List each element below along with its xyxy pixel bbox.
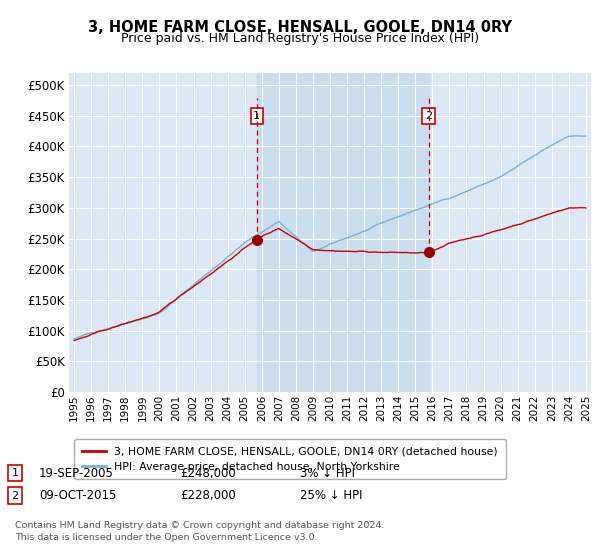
Text: 2: 2 <box>11 491 19 501</box>
Text: 25% ↓ HPI: 25% ↓ HPI <box>300 489 362 502</box>
Text: 19-SEP-2005: 19-SEP-2005 <box>39 466 114 480</box>
Text: £248,000: £248,000 <box>180 466 236 480</box>
Text: £228,000: £228,000 <box>180 489 236 502</box>
Text: 1: 1 <box>11 468 19 478</box>
Text: 1: 1 <box>253 111 260 121</box>
Text: Price paid vs. HM Land Registry's House Price Index (HPI): Price paid vs. HM Land Registry's House … <box>121 32 479 45</box>
Legend: 3, HOME FARM CLOSE, HENSALL, GOOLE, DN14 0RY (detached house), HPI: Average pric: 3, HOME FARM CLOSE, HENSALL, GOOLE, DN14… <box>74 439 506 479</box>
Bar <box>257 73 429 392</box>
Text: 3% ↓ HPI: 3% ↓ HPI <box>300 466 355 480</box>
Text: 09-OCT-2015: 09-OCT-2015 <box>39 489 116 502</box>
Text: 3, HOME FARM CLOSE, HENSALL, GOOLE, DN14 0RY: 3, HOME FARM CLOSE, HENSALL, GOOLE, DN14… <box>88 20 512 35</box>
Text: 2: 2 <box>425 111 433 121</box>
Text: Contains HM Land Registry data © Crown copyright and database right 2024.
This d: Contains HM Land Registry data © Crown c… <box>15 521 385 542</box>
